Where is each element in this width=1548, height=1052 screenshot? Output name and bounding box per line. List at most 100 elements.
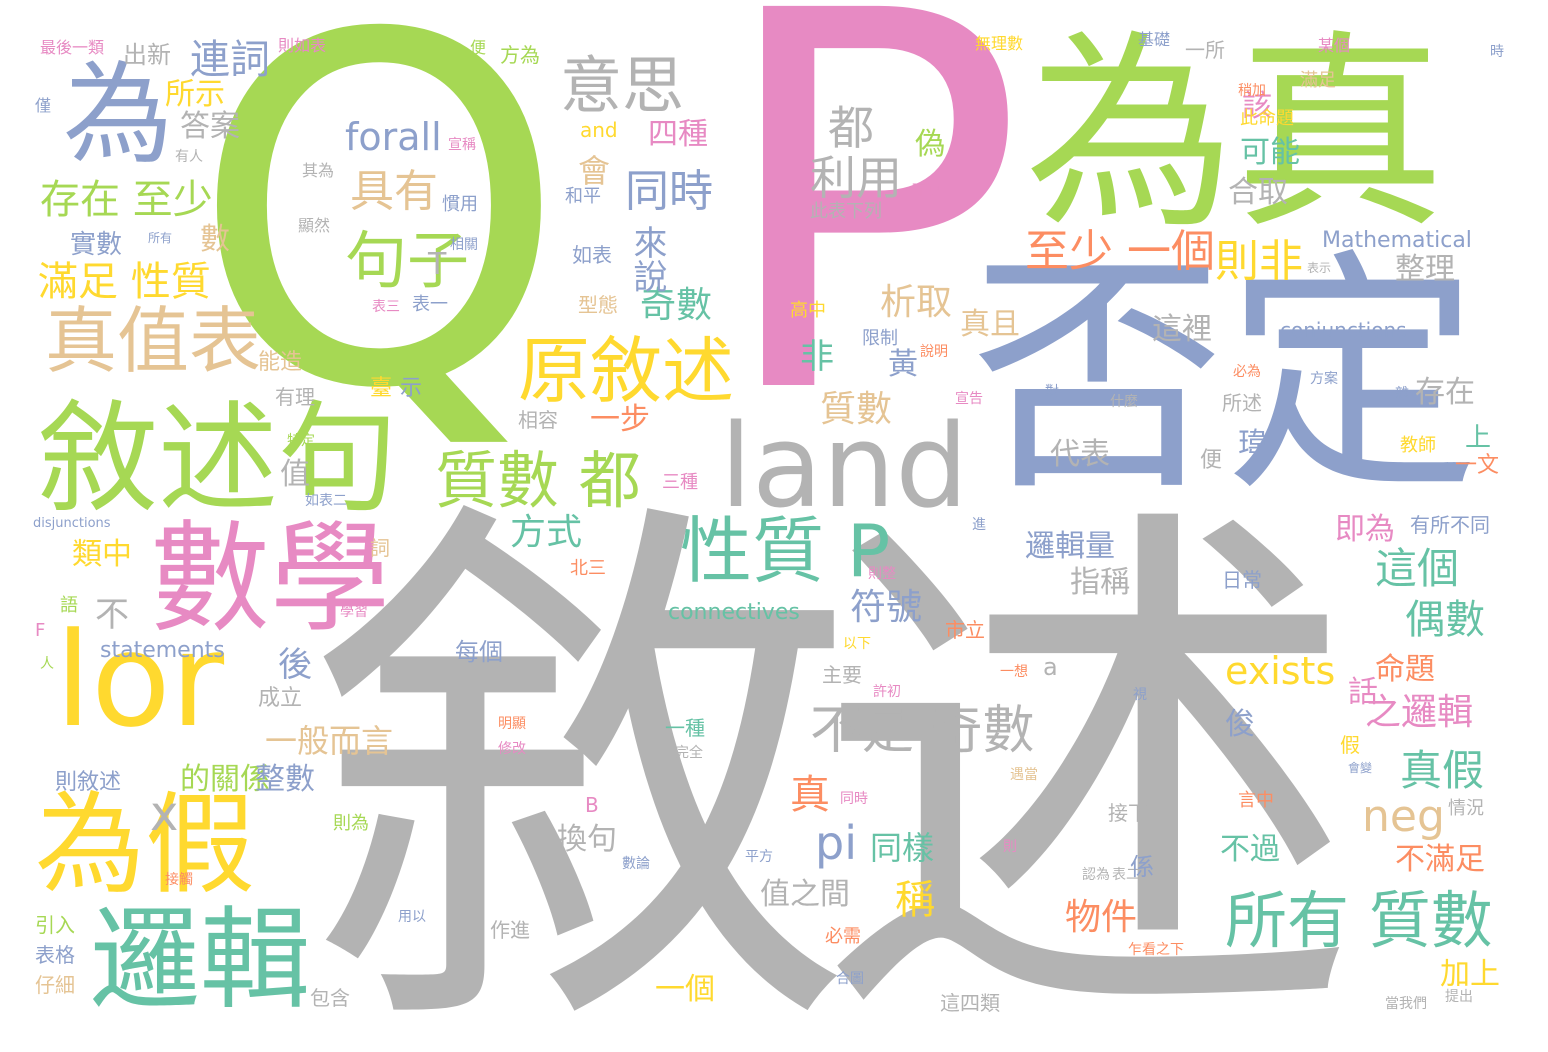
word-think: 一想 <box>1000 664 1028 680</box>
word-this-table-list: 此表下列 <box>810 201 882 222</box>
word-as-table-two: 如表二 <box>305 493 347 509</box>
word-land: land <box>720 400 969 534</box>
word-disjunctions: disjunctions <box>33 516 111 531</box>
word-then-statement: 則敘述 <box>55 770 122 795</box>
word-t: T <box>428 247 447 282</box>
word-false: 假 <box>1340 733 1360 757</box>
word-plan: 方案 <box>1310 371 1338 387</box>
word-person: 人 <box>40 656 54 672</box>
word-time: 時 <box>1490 44 1504 60</box>
word-obviously: 顯然 <box>298 216 331 235</box>
word-weijia: 為假 <box>35 781 255 909</box>
word-and: and <box>580 118 618 142</box>
word-connectives: connectives <box>668 600 800 625</box>
word-view: 視 <box>1133 687 1147 703</box>
word-truth-table: 真值表 <box>45 299 262 383</box>
word-habitual: 慣用 <box>442 194 478 215</box>
word-square: 平方 <box>745 849 773 865</box>
word-then-is: 則為 <box>333 813 369 834</box>
word-true-and: 真且 <box>960 307 1020 342</box>
word-table-one: 表一 <box>412 294 448 315</box>
word-possible: 可能 <box>1240 135 1300 170</box>
word-f: F <box>35 620 46 641</box>
word-four-kinds: 四種 <box>648 117 708 152</box>
word-must-be: 必為 <box>1233 364 1261 380</box>
word-hold: 成立 <box>258 686 303 711</box>
word-conjunctions: conjunctions <box>1280 318 1407 342</box>
word-in-language: 言中 <box>1238 790 1274 811</box>
word-that-is: 即為 <box>1335 512 1395 547</box>
word-compatible: 相容 <box>518 408 558 432</box>
word-should: 該 <box>1242 89 1272 124</box>
word-north-three: 北三 <box>570 558 606 579</box>
word-claim: 宣稱 <box>448 137 476 153</box>
word-statements: statements <box>100 638 225 663</box>
word-have: 具有 <box>350 166 438 217</box>
word-yu: 語 <box>60 595 78 616</box>
word-in-general: 一般而言 <box>265 722 394 760</box>
word-forall: forall <box>345 115 442 159</box>
word-tai: 臺 <box>370 376 393 401</box>
word-main: 主要 <box>822 663 862 687</box>
word-make: 使 <box>470 40 471 41</box>
word-satisfy: 滿足 <box>1300 70 1336 91</box>
word-number: 數 <box>200 222 230 257</box>
word-not-char: 非 <box>800 337 834 377</box>
word-specific: 特定 <box>287 433 315 449</box>
word-obvious: 明顯 <box>498 716 526 732</box>
word-show: 示 <box>400 376 423 401</box>
word-jun: 俊 <box>1225 707 1255 742</box>
word-form: 型態 <box>578 293 618 317</box>
word-call: 稱 <box>895 877 935 923</box>
word-convenient: 便 <box>1200 448 1223 473</box>
word-conjunction: 合取 <box>1228 175 1288 210</box>
word-mathematical: Mathematical <box>1322 228 1472 253</box>
word-q-large: Q <box>190 0 568 494</box>
word-up: 上 <box>1465 423 1492 453</box>
word-municipal: 市立 <box>945 618 985 642</box>
word-odd-number: 奇數 <box>640 285 713 326</box>
word-use-to: 用以 <box>398 909 426 925</box>
word-all: 所有 <box>148 231 173 245</box>
word-atleast-one: 至少 一個 <box>1025 226 1215 277</box>
word-introduce: 引入 <box>35 913 75 937</box>
word-then-not: 則非 <box>1215 236 1303 287</box>
word-as-table: 如表 <box>572 243 612 267</box>
word-same: 同樣 <box>870 829 935 867</box>
word-logic-quantifier: 邏輯量 <box>1025 529 1115 564</box>
word-object: 物件 <box>1065 897 1138 938</box>
word-xi: 係 <box>1130 853 1154 881</box>
word-think-as: 認為 <box>1082 867 1110 883</box>
word-disjunction: 析取 <box>880 282 953 323</box>
word-it-is: 其為 <box>302 161 335 180</box>
word-number-theory: 數論 <box>622 856 650 872</box>
word-can-make: 能造 <box>258 350 303 375</box>
word-integer: 整數 <box>255 762 315 797</box>
word-in-class: 類中 <box>72 537 132 572</box>
word-satisfy-property: 滿足 性質 <box>38 259 211 305</box>
word-jin: 進 <box>972 517 986 533</box>
word-ci: 詞 <box>370 536 390 560</box>
word-exists-atleast: 存在 至少 <box>40 177 213 223</box>
word-toward: 對 <box>1045 384 1059 400</box>
word-xushu-large: 敘述 <box>310 460 1360 1052</box>
word-this: 這個 <box>1375 544 1460 593</box>
word-one: 一個 <box>655 972 715 1007</box>
word-these-four: 這四類 <box>940 991 1000 1015</box>
word-high-school: 高中 <box>790 300 826 321</box>
word-b: B <box>585 793 599 817</box>
word-a: a <box>1043 653 1058 681</box>
word-learning: 學習 <box>340 604 368 620</box>
word-someone: 有人 <box>175 149 203 165</box>
word-way: 方式 <box>510 512 583 553</box>
word-teacher: 教師 <box>1400 435 1436 456</box>
word-wei: 為 <box>63 51 173 179</box>
word-wei-name: 瑋 <box>1238 427 1268 462</box>
word-combined: 合圖 <box>836 971 864 987</box>
word-connective: 連詞 <box>190 37 270 83</box>
word-after: 後 <box>278 645 312 685</box>
word-table-format: 表格 <box>35 943 75 967</box>
word-complex: 雜 <box>1395 386 1409 402</box>
word-table-three: 表三 <box>372 299 400 315</box>
